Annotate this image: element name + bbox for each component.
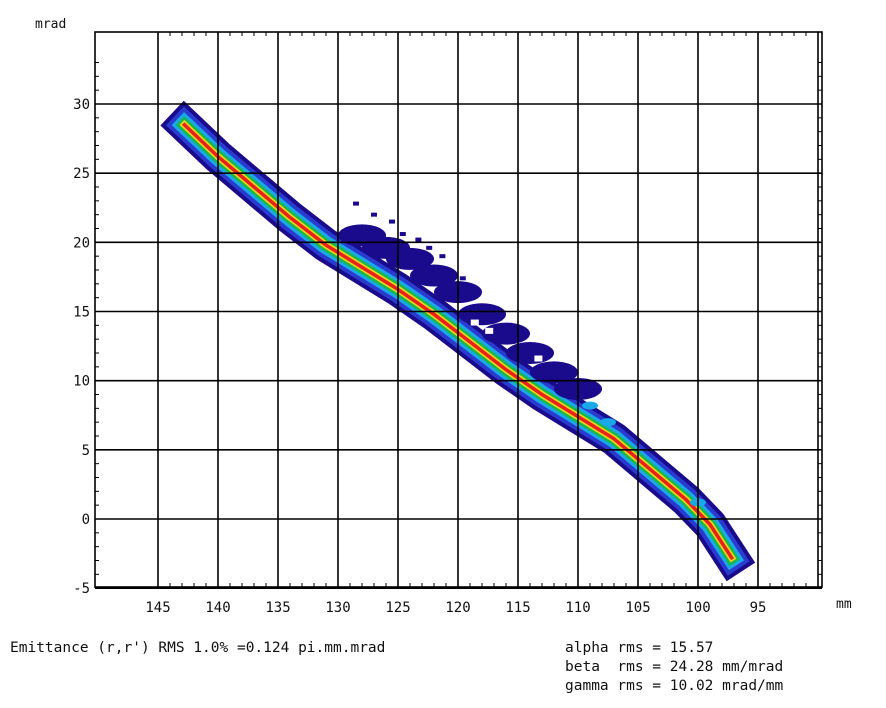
x-tick-label: 130 [325,600,350,616]
heatmap-halo [458,303,506,326]
gamma-rms-text: gamma rms = 10.02 mrad/mm [565,678,784,694]
y-tick-label: 25 [73,166,90,182]
y-tick-labels: -5 0 5 10 15 20 25 30 [73,97,90,597]
x-tick-label: 125 [385,600,410,616]
x-tick-label: 145 [145,600,170,616]
heatmap-cell [439,254,446,259]
heatmap-cell [486,313,493,318]
heatmap-cell [426,245,433,250]
heatmap-accent [582,401,598,410]
x-tick-label: 135 [265,600,290,616]
heatmap-gap [534,355,543,362]
heatmap-cell [399,232,406,237]
y-tick-label: 10 [73,374,90,390]
y-tick-label: -5 [73,581,90,597]
x-tick-label: 95 [750,600,767,616]
y-axis-unit: mrad [35,17,66,32]
heatmap-halo [506,342,554,364]
alpha-rms-text: alpha rms = 15.57 [565,640,714,656]
heatmap-cell [500,337,507,342]
x-axis-unit: mm [836,597,852,612]
emittance-rms-text: Emittance (r,r') RMS 1.0% =0.124 pi.mm.m… [10,640,386,656]
heatmap-cell [415,237,422,242]
y-tick-label: 30 [73,97,90,113]
grid [95,32,822,589]
heatmap-cell [389,219,395,224]
heatmap-gap [485,327,494,334]
heatmap-gap [470,319,479,326]
x-tick-label: 140 [205,600,230,616]
heatmap-cell [371,212,377,217]
beta-rms-text: beta rms = 24.28 mm/mrad [565,659,784,675]
heatmap-cell [353,201,359,206]
y-tick-label: 20 [73,235,90,251]
x-tick-labels: 145 140 135 130 125 120 115 110 105 100 95 [145,600,766,616]
x-tick-label: 105 [625,600,650,616]
heatmap-halo [530,361,578,384]
y-tick-label: 5 [82,443,90,459]
heatmap-halo [410,264,458,287]
minor-ticks [95,32,822,587]
x-tick-label: 120 [445,600,470,616]
x-tick-label: 110 [565,600,590,616]
x-tick-label: 100 [685,600,710,616]
heatmap-cell [459,276,466,281]
y-tick-label: 15 [73,305,90,321]
x-tick-label: 115 [505,600,530,616]
y-tick-label: 0 [82,512,90,528]
heatmap-accent [600,418,616,427]
